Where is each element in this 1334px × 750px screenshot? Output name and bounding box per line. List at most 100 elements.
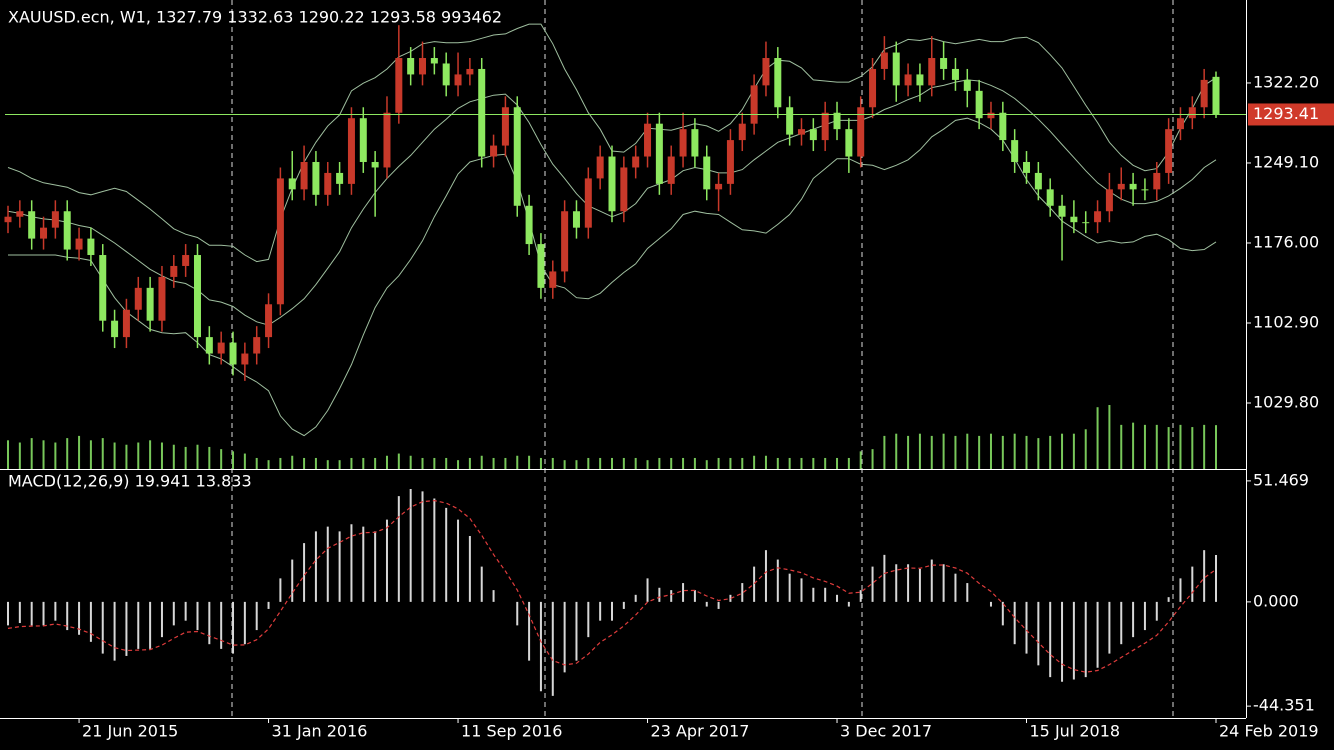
macd-title: MACD(12,26,9) 19.941 13.833 [8, 472, 252, 491]
volume-bar [599, 457, 602, 469]
volume-bar [729, 457, 732, 469]
volume-bar [279, 457, 282, 469]
candle-body [276, 178, 284, 305]
candle-body [134, 287, 142, 310]
volume-bar [374, 457, 377, 469]
volume-bar [42, 440, 45, 469]
volume-bar [78, 435, 81, 469]
last-price-box [1248, 103, 1334, 126]
x-tick-label: 23 Apr 2017 [651, 722, 750, 741]
candle-body [1082, 222, 1090, 224]
volume-bar [1001, 435, 1004, 469]
volume-bar [978, 435, 981, 469]
volume-bar [1108, 405, 1111, 469]
volume-bar [480, 455, 483, 469]
x-tick-label: 3 Dec 2017 [840, 722, 932, 741]
y-tick-label: -44.351 [1253, 696, 1315, 715]
volume-bar [362, 457, 365, 469]
volume-bar [859, 451, 862, 469]
volume-bar [1179, 424, 1182, 469]
candle-body [442, 63, 450, 86]
candle-body [111, 320, 119, 338]
candle-body [1105, 189, 1113, 212]
candle-body [229, 342, 237, 365]
candle-body [265, 304, 273, 338]
volume-bar [468, 457, 471, 469]
volume-bar [208, 446, 211, 469]
candle-body [158, 276, 166, 321]
candle-body [490, 145, 498, 157]
candle-body [1141, 189, 1149, 191]
volume-bar [1049, 435, 1052, 469]
candle-body [857, 107, 865, 157]
volume-bar [670, 457, 673, 469]
volume-bar [1061, 433, 1064, 469]
candle-body [182, 255, 190, 266]
y-tick-label: 1102.90 [1253, 312, 1319, 331]
candle-body [975, 90, 983, 119]
candle-body [869, 68, 877, 108]
candle-body [4, 216, 12, 223]
x-tick-label: 21 Jun 2015 [82, 722, 178, 741]
volume-bar [504, 457, 507, 469]
volume-bar [634, 457, 637, 469]
volume-bar [942, 433, 945, 469]
volume-bar [1025, 435, 1028, 469]
candle-body [371, 161, 379, 168]
candle-body [312, 161, 320, 195]
candle-body [608, 156, 616, 212]
candle-body [715, 183, 723, 190]
candle-body [359, 118, 367, 162]
volume-bar [528, 455, 531, 469]
candle-body [217, 342, 225, 354]
x-tick-label: 11 Sep 2016 [461, 722, 562, 741]
candle-body [193, 255, 201, 338]
volume-bar [895, 433, 898, 469]
candle-body [347, 118, 355, 184]
candle-body [632, 156, 640, 168]
volume-bar [113, 442, 116, 469]
volume-bar [160, 442, 163, 469]
volume-bar [587, 457, 590, 469]
candle-body [880, 52, 888, 69]
candle-body [395, 58, 403, 113]
candle-body [620, 167, 628, 212]
candle-body [324, 172, 332, 195]
candle-body [1212, 76, 1220, 115]
candle-body [703, 156, 711, 190]
candle-body [999, 112, 1007, 141]
volume-bar [764, 455, 767, 469]
volume-bar [445, 457, 448, 469]
candle-body [750, 85, 758, 124]
volume-bar [575, 460, 578, 469]
candle-body [644, 123, 652, 157]
candle-body [572, 211, 580, 228]
volume-bar [966, 433, 969, 469]
candle-body [537, 244, 545, 288]
volume-bar [847, 457, 850, 469]
candle-body [383, 112, 391, 168]
volume-bar [551, 457, 554, 469]
y-tick-label: 0.000 [1253, 591, 1299, 610]
candle-body [253, 337, 261, 354]
volume-bar [1143, 424, 1146, 469]
volume-bar [101, 438, 104, 469]
volume-bar [7, 440, 9, 469]
volume-bar [220, 449, 223, 469]
candle-body [146, 287, 154, 321]
candle-body [1011, 140, 1019, 162]
volume-bar [1037, 438, 1040, 469]
volume-bar [516, 455, 519, 469]
candle-body [584, 178, 592, 228]
candle-body [1117, 183, 1125, 190]
volume-bar [1072, 433, 1075, 469]
volume-bar [149, 440, 152, 469]
volume-bar [137, 442, 140, 469]
volume-bar [693, 457, 696, 469]
candle-body [963, 79, 971, 91]
candle-body [1153, 172, 1161, 190]
candle-body [407, 58, 415, 75]
x-tick-label: 15 Jul 2018 [1030, 722, 1121, 741]
volume-bar [836, 457, 839, 469]
candle-body [655, 123, 663, 184]
